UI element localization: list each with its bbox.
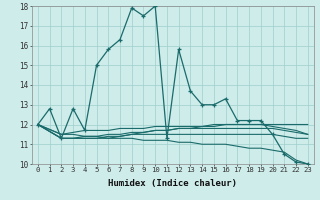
X-axis label: Humidex (Indice chaleur): Humidex (Indice chaleur) — [108, 179, 237, 188]
